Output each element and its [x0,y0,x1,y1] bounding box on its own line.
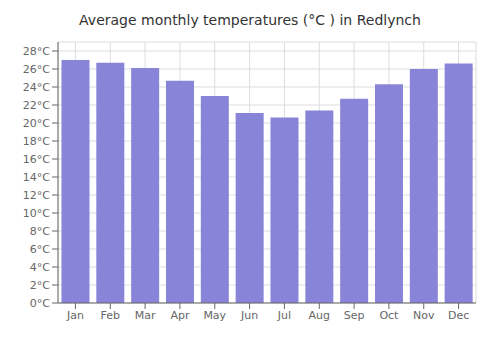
svg-text:0°C: 0°C [30,297,50,310]
svg-text:Dec: Dec [448,309,469,322]
svg-text:Sep: Sep [344,309,365,322]
svg-text:26°C: 26°C [23,63,50,76]
svg-text:Jul: Jul [277,309,291,322]
svg-text:Feb: Feb [101,309,120,322]
svg-text:Jan: Jan [66,309,84,322]
svg-text:10°C: 10°C [23,207,50,220]
svg-text:Aug: Aug [309,309,330,322]
svg-text:Nov: Nov [413,309,435,322]
svg-text:Mar: Mar [135,309,156,322]
svg-text:8°C: 8°C [30,225,50,238]
svg-text:18°C: 18°C [23,135,50,148]
svg-text:28°C: 28°C [23,45,50,58]
svg-text:4°C: 4°C [30,261,50,274]
svg-text:Apr: Apr [170,309,190,322]
svg-text:22°C: 22°C [23,99,50,112]
svg-text:Oct: Oct [379,309,399,322]
svg-text:May: May [203,309,226,322]
svg-text:Jun: Jun [240,309,258,322]
svg-text:2°C: 2°C [30,279,50,292]
svg-text:16°C: 16°C [23,153,50,166]
svg-text:20°C: 20°C [23,117,50,130]
svg-text:12°C: 12°C [23,189,50,202]
svg-text:6°C: 6°C [30,243,50,256]
html-text:Average monthly temperatures (: Average monthly temperatures (°C ) in Re… [79,12,421,28]
svg-text:24°C: 24°C [23,81,50,94]
svg-text:14°C: 14°C [23,171,50,184]
